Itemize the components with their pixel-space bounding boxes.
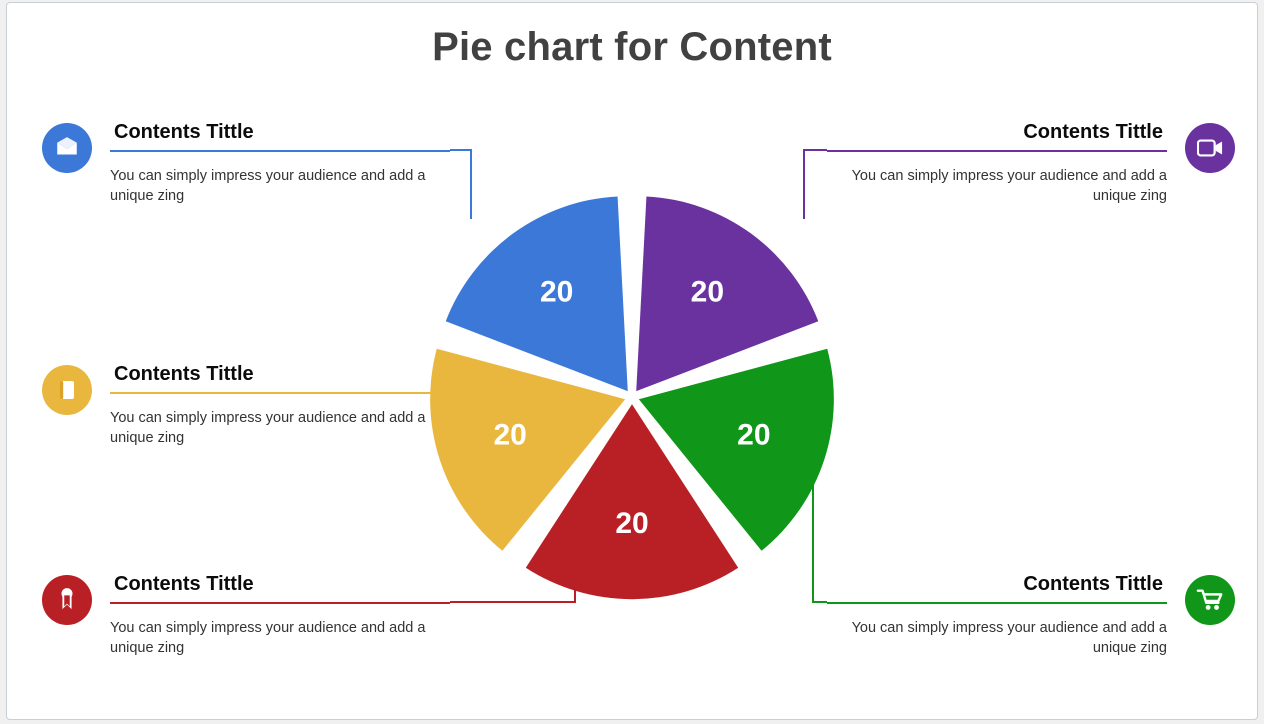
pie-slice-red-label: 20: [615, 507, 648, 540]
callout-yellow-title: Contents Tittle: [110, 363, 450, 394]
pie-slice-green-label: 20: [737, 418, 770, 451]
callout-green-desc: You can simply impress your audience and…: [827, 618, 1167, 658]
callout-purple-desc: You can simply impress your audience and…: [827, 166, 1167, 206]
bookmark-icon: [42, 575, 92, 625]
callout-red-desc: You can simply impress your audience and…: [110, 618, 450, 658]
cart-icon: [1185, 575, 1235, 625]
callout-green: Contents Tittle You can simply impress yo…: [827, 573, 1167, 658]
callout-blue-title: Contents Tittle: [110, 121, 450, 152]
pie-slice-purple-label: 20: [691, 275, 724, 308]
pie-slice-blue-label: 20: [540, 275, 573, 308]
callout-blue-desc: You can simply impress your audience and…: [110, 166, 450, 206]
callout-red-title: Contents Tittle: [110, 573, 450, 604]
callout-purple-title: Contents Tittle: [827, 121, 1167, 152]
callout-red: Contents Tittle You can simply impress yo…: [110, 573, 450, 658]
callout-green-title: Contents Tittle: [827, 573, 1167, 604]
book-icon: [42, 365, 92, 415]
callout-blue: Contents Tittle You can simply impress yo…: [110, 121, 450, 206]
page-title: Pie chart for Content: [7, 25, 1257, 70]
mail-icon: [42, 123, 92, 173]
callout-yellow-desc: You can simply impress your audience and…: [110, 408, 450, 448]
pie-slice-yellow-label: 20: [493, 418, 526, 451]
callout-yellow: Contents Tittle You can simply impress yo…: [110, 363, 450, 448]
callout-purple: Contents Tittle You can simply impress yo…: [827, 121, 1167, 206]
pie-chart: 20 20 20 20 20: [422, 187, 842, 607]
slide-frame: Pie chart for Content 20 20 20 20 20 Content…: [6, 2, 1258, 720]
video-icon: [1185, 123, 1235, 173]
